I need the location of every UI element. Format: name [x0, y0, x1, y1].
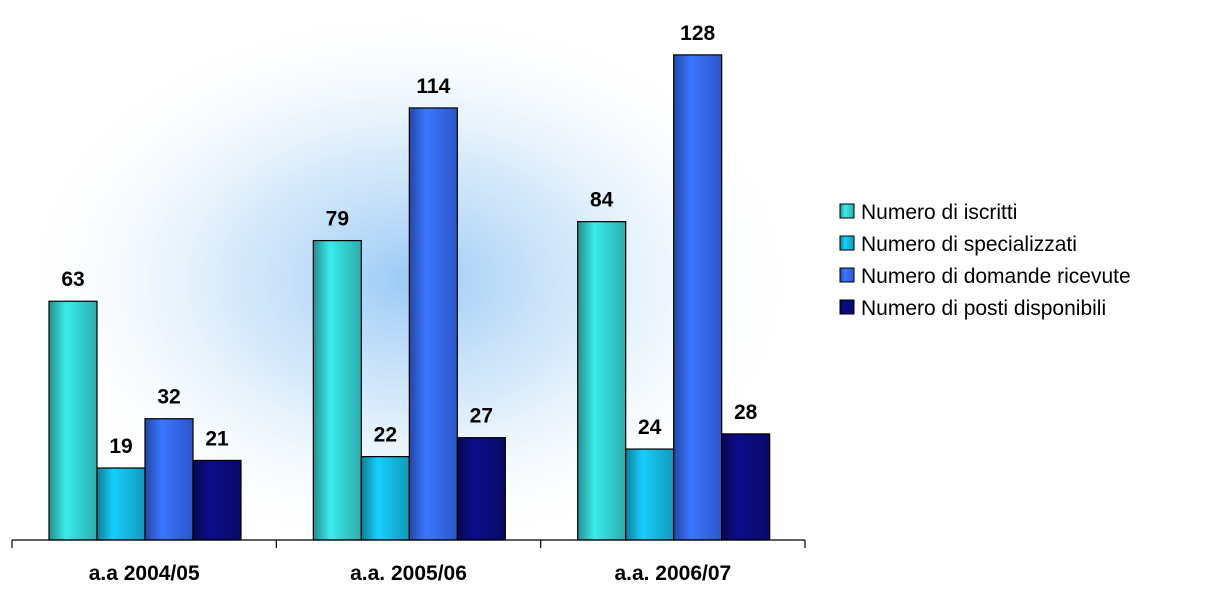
data-label-1-1: 63: [61, 268, 84, 291]
legend-label: Numero di specializzati: [861, 233, 1077, 256]
x-tick-label: a.a 2004/05: [89, 562, 200, 585]
data-label-2-3: 24: [638, 416, 662, 439]
data-label-1-2: 79: [326, 208, 349, 231]
bar-3-1: [144, 418, 194, 541]
x-axis: a.a 2004/05 a.a. 2005/06 a.a. 2006/07: [11, 539, 806, 585]
data-label-2-1: 19: [109, 435, 132, 458]
legend-label: Numero di domande ricevute: [861, 265, 1131, 288]
bar-3-2: [408, 107, 458, 541]
legend: Numero di iscritti Numero di specializzat…: [839, 201, 1131, 320]
data-label-3-1: 32: [157, 386, 180, 409]
data-label-1-3: 84: [590, 189, 614, 212]
legend-swatch: [839, 203, 855, 219]
data-label-4-3: 28: [734, 401, 758, 424]
data-labels-layer: 63 19 32 21 79 22 114 27 84 24 128 28: [61, 22, 757, 458]
bar-2-3: [625, 448, 675, 541]
bar-4-3: [721, 433, 771, 541]
bar-2-1: [96, 467, 146, 541]
bars-layer: [48, 54, 771, 541]
data-label-4-1: 21: [205, 427, 229, 450]
data-label-3-3: 128: [680, 22, 715, 45]
legend-swatch: [839, 267, 855, 283]
legend-label: Numero di posti disponibili: [861, 297, 1106, 320]
x-tick-label: a.a. 2005/06: [350, 562, 467, 585]
legend-swatch: [839, 235, 855, 251]
data-label-2-2: 22: [374, 424, 397, 447]
data-label-4-2: 27: [470, 405, 493, 428]
data-label-3-2: 114: [416, 75, 450, 98]
bar-1-2: [312, 239, 362, 541]
bar-1-1: [48, 300, 98, 541]
bar-3-3: [673, 54, 723, 541]
bar-4-2: [456, 437, 506, 541]
bar-2-2: [360, 456, 410, 541]
legend-swatch: [839, 299, 855, 315]
x-tick-label: a.a. 2006/07: [614, 562, 731, 585]
bar-4-1: [192, 459, 242, 541]
bar-1-3: [577, 221, 627, 541]
legend-label: Numero di iscritti: [861, 201, 1017, 224]
